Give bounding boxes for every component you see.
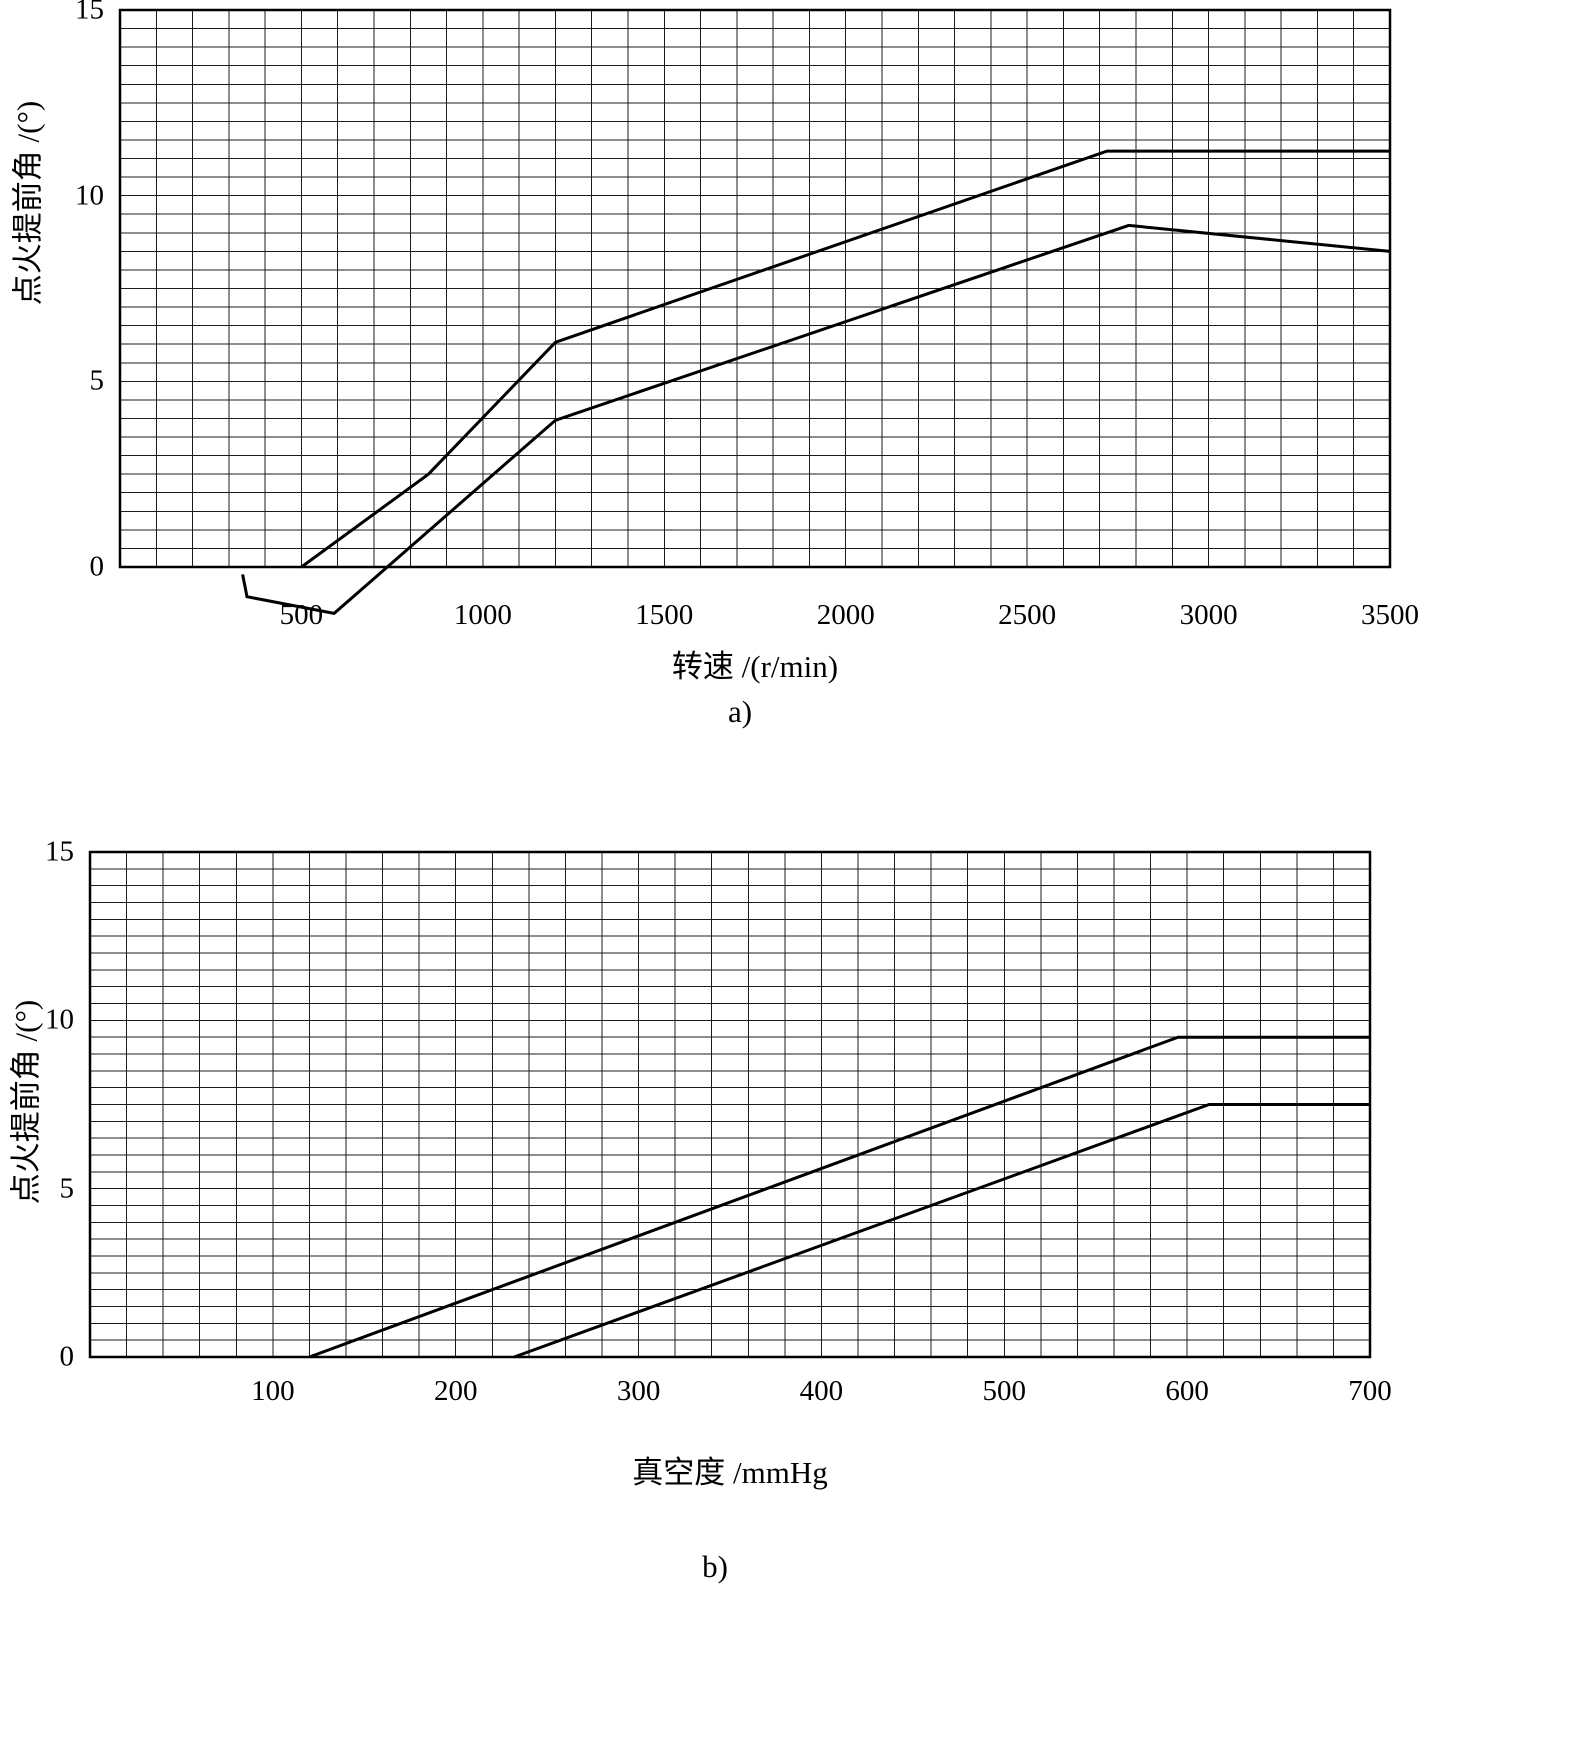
chart-a-border bbox=[118, 8, 1392, 569]
chart-b-y-tick-label: 15 bbox=[45, 835, 74, 868]
chart-b-y-tick-label: 5 bbox=[59, 1172, 75, 1205]
chart-a-x-tick-label: 1000 bbox=[453, 599, 512, 631]
chart-b-lower-limit-curve bbox=[513, 1103, 1370, 1359]
chart-b-x-axis-title: 真空度 /mmHg bbox=[632, 1455, 828, 1490]
chart-b-x-tick-label: 600 bbox=[1165, 1375, 1209, 1407]
chart-b-x-tick-label: 200 bbox=[433, 1375, 478, 1407]
chart-a-y-axis-title: 点火提前角 /(°) bbox=[10, 100, 46, 306]
chart-a-x-tick-label: 2500 bbox=[998, 599, 1057, 631]
chart-a-x-axis-title: 转速 /(r/min) bbox=[671, 649, 839, 684]
chart-a-y-tick-label: 0 bbox=[89, 550, 105, 583]
chart-a-x-tick-label: 3000 bbox=[1179, 599, 1238, 631]
chart-b-x-tick-label: 700 bbox=[1348, 1375, 1392, 1407]
chart-b-y-tick-label: 10 bbox=[45, 1003, 74, 1036]
chart-a-y-tick-label: 15 bbox=[75, 0, 104, 26]
chart-a-x-tick-label: 2000 bbox=[816, 599, 875, 631]
chart-b-x-tick-label: 300 bbox=[616, 1375, 661, 1407]
chart-b-x-tick-label: 400 bbox=[799, 1375, 844, 1407]
chart-a-y-tick-label: 5 bbox=[89, 364, 105, 397]
chart-a-upper-limit-curve bbox=[300, 149, 1390, 569]
chart-b-caption: b) bbox=[702, 1549, 728, 1584]
chart-a-x-tick-label: 1500 bbox=[635, 599, 694, 631]
chart-a-y-tick-label: 10 bbox=[75, 179, 104, 212]
chart-b-y-tick-label: 0 bbox=[59, 1340, 75, 1373]
chart-a-x-tick-label: 3500 bbox=[1361, 599, 1419, 631]
chart-a-grid bbox=[119, 9, 1391, 568]
chart-a-caption: a) bbox=[727, 694, 753, 729]
chart-b-x-tick-label: 500 bbox=[982, 1375, 1027, 1407]
chart-a-lower-limit-curve bbox=[241, 223, 1391, 616]
chart-b-x-tick-label: 100 bbox=[251, 1375, 295, 1407]
chart-b-grid bbox=[89, 851, 1371, 1358]
chart-a-x-tick-label: 500 bbox=[279, 599, 324, 631]
chart-b-y-axis-title: 点火提前角 /(°) bbox=[8, 999, 44, 1205]
chart-b-upper-limit-curve bbox=[308, 1035, 1370, 1359]
